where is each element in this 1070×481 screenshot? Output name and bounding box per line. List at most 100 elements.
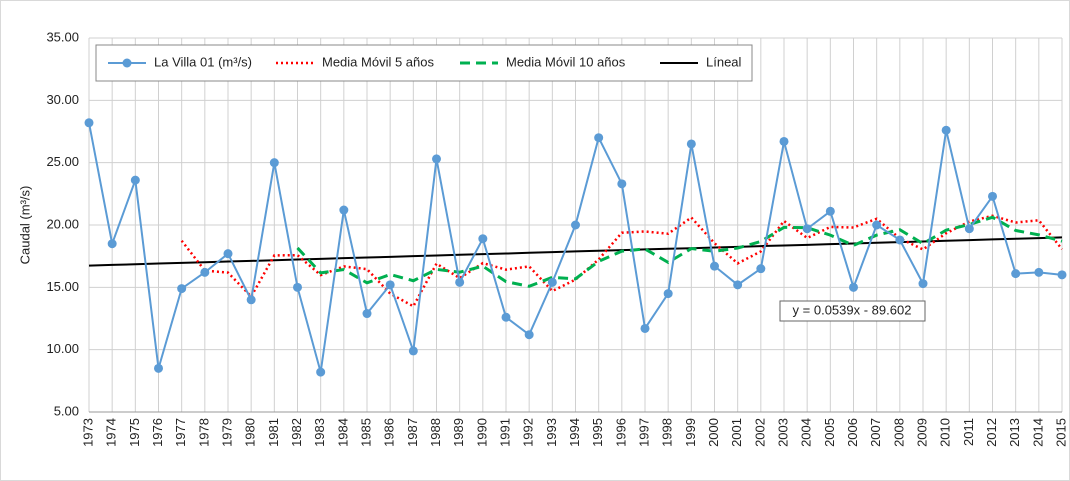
data-point [825, 206, 835, 216]
data-point [177, 284, 187, 294]
x-tick-label: 2000 [706, 418, 721, 447]
data-point [1011, 269, 1021, 279]
y-tick-label: 15.00 [46, 279, 79, 294]
data-point [941, 125, 951, 135]
data-point [501, 312, 511, 322]
x-tick-label: 1991 [497, 418, 512, 447]
x-tick-label: 2011 [961, 418, 976, 446]
x-tick-label: 2009 [914, 418, 929, 447]
x-tick-label: 1992 [521, 418, 536, 447]
data-point [154, 363, 163, 373]
data-point [849, 282, 858, 292]
data-point [362, 309, 372, 319]
data-point [293, 282, 302, 292]
x-tick-label: 1979 [219, 418, 234, 447]
y-tick-label: 5.00 [54, 403, 79, 418]
data-point [130, 175, 140, 185]
data-point [316, 367, 326, 377]
data-point [223, 249, 233, 259]
legend-label: Media Móvil 10 años [506, 54, 626, 69]
x-tick-label: 2001 [729, 418, 744, 447]
x-tick-label: 1998 [660, 418, 675, 447]
x-tick-label: 1975 [127, 418, 142, 447]
data-point [895, 235, 905, 245]
annotation-box [779, 300, 926, 322]
data-point [478, 234, 488, 244]
data-point [547, 277, 557, 287]
legend-box [95, 44, 753, 82]
x-tick-label: 1982 [289, 418, 304, 447]
data-point [84, 118, 94, 128]
x-tick-label: 1974 [104, 418, 119, 447]
legend-label: Media Móvil 5 años [322, 54, 434, 69]
y-tick-label: 25.00 [46, 154, 79, 169]
x-tick-label: 1990 [474, 418, 489, 447]
x-tick-label: 2002 [752, 418, 767, 447]
x-tick-label: 1994 [567, 418, 582, 447]
data-point [988, 191, 997, 201]
y-tick-label: 35.00 [46, 29, 79, 44]
data-point [246, 295, 256, 305]
data-point [524, 330, 534, 340]
x-tick-label: 2010 [938, 418, 953, 447]
data-point [408, 346, 418, 356]
data-point [1034, 267, 1044, 277]
x-tick-label: 1997 [636, 418, 651, 447]
x-tick-label: 1973 [80, 418, 95, 447]
data-point [617, 179, 627, 189]
data-point [779, 136, 789, 146]
x-tick-label: 1986 [382, 418, 397, 447]
data-point [455, 277, 465, 287]
y-tick-label: 10.00 [46, 341, 79, 356]
x-tick-label: 1976 [150, 418, 165, 447]
data-point [107, 239, 117, 249]
data-point [432, 154, 441, 164]
x-tick-label: 1977 [173, 418, 188, 447]
x-tick-label: 2013 [1007, 418, 1022, 447]
series-line [180, 214, 1063, 308]
x-tick-label: 1996 [613, 418, 628, 447]
legend-label: La Villa 01 (m³/s) [154, 54, 252, 69]
series-line [296, 215, 1063, 288]
data-point [918, 279, 928, 289]
data-point [269, 158, 279, 168]
x-tick-label: 2014 [1030, 418, 1045, 447]
x-tick-label: 1993 [544, 418, 559, 447]
y-tick-label: 20.00 [46, 216, 79, 231]
data-point [571, 220, 580, 230]
data-point [872, 220, 882, 230]
x-tick-label: 2003 [775, 418, 790, 447]
x-tick-label: 2012 [984, 418, 999, 447]
data-point [733, 280, 743, 290]
legend-marker [122, 58, 132, 68]
data-point [663, 289, 673, 299]
data-point [594, 133, 604, 143]
data-point [964, 224, 974, 234]
data-point [640, 323, 650, 333]
legend-label: Líneal [706, 54, 742, 69]
x-tick-label: 2008 [891, 418, 906, 447]
data-point [200, 267, 210, 277]
x-tick-label: 1985 [358, 418, 373, 447]
y-tick-label: 30.00 [46, 92, 79, 107]
x-tick-label: 1984 [335, 418, 350, 447]
data-point [756, 264, 766, 274]
x-tick-label: 2015 [1053, 418, 1068, 447]
x-tick-label: 1989 [451, 418, 466, 447]
data-point [802, 224, 812, 234]
x-tick-label: 1988 [428, 418, 443, 447]
x-tick-label: 2005 [822, 418, 837, 447]
x-tick-label: 1999 [683, 418, 698, 447]
data-point [339, 205, 349, 215]
data-point [385, 280, 395, 290]
annotation: y = 0.0539x - 89.602 [793, 302, 912, 317]
data-point [686, 139, 696, 149]
x-tick-label: 2006 [845, 418, 860, 447]
x-tick-label: 1987 [405, 418, 420, 447]
y-axis-label: Caudal (m³/s) [17, 186, 32, 265]
x-tick-label: 1981 [266, 418, 281, 447]
x-tick-label: 1980 [243, 418, 258, 447]
data-point [710, 261, 719, 271]
x-tick-label: 1978 [196, 418, 211, 447]
